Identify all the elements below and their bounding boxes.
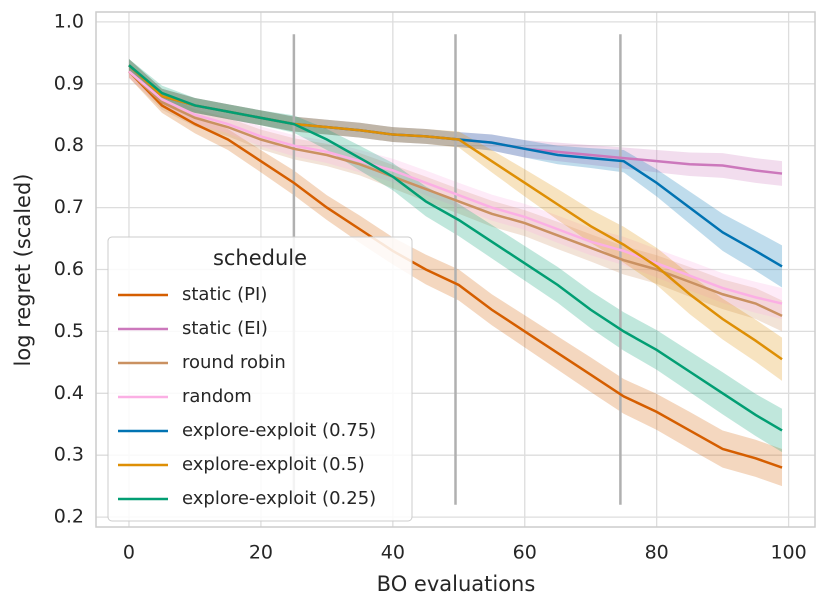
legend: schedule static (PI) static (EI) round robi… bbox=[107, 236, 413, 522]
series-line bbox=[128, 70, 783, 469]
legend-label: static (EI) bbox=[182, 318, 268, 339]
lines bbox=[128, 64, 783, 469]
series-line bbox=[128, 70, 783, 305]
error-band bbox=[128, 59, 783, 186]
y-tick-label: 0.4 bbox=[54, 382, 84, 404]
legend-label: explore-exploit (0.25) bbox=[182, 488, 376, 509]
legend-label: round robin bbox=[182, 352, 286, 373]
x-axis-label: BO evaluations bbox=[377, 572, 536, 596]
x-tick-label: 60 bbox=[513, 542, 537, 564]
series-line bbox=[128, 64, 783, 432]
legend-label: static (PI) bbox=[182, 284, 267, 305]
y-tick-label: 0.9 bbox=[54, 72, 84, 94]
y-tick-label: 0.7 bbox=[54, 196, 84, 218]
error-band bbox=[128, 59, 783, 453]
error-band bbox=[128, 59, 783, 288]
axes-frame bbox=[95, 11, 816, 528]
legend-label: random bbox=[182, 386, 252, 407]
legend-label: explore-exploit (0.5) bbox=[182, 454, 365, 475]
y-tick-label: 0.6 bbox=[54, 258, 84, 280]
legend-box bbox=[107, 236, 413, 522]
y-tick-label: 0.3 bbox=[54, 444, 84, 466]
legend-label: explore-exploit (0.75) bbox=[182, 420, 376, 441]
y-axis-label: log regret (scaled) bbox=[11, 174, 35, 367]
y-tick-label: 1.0 bbox=[54, 10, 84, 32]
x-tick-label: 20 bbox=[249, 542, 273, 564]
series-line bbox=[128, 70, 783, 318]
y-tick-label: 0.5 bbox=[54, 320, 84, 342]
x-tick-label: 80 bbox=[645, 542, 669, 564]
legend-title: schedule bbox=[213, 246, 307, 270]
y-tick-label: 0.8 bbox=[54, 134, 84, 156]
x-tick-label: 100 bbox=[770, 542, 806, 564]
y-tick-label: 0.2 bbox=[54, 506, 84, 528]
x-tick-label: 40 bbox=[381, 542, 405, 564]
x-tick-label: 0 bbox=[123, 542, 135, 564]
